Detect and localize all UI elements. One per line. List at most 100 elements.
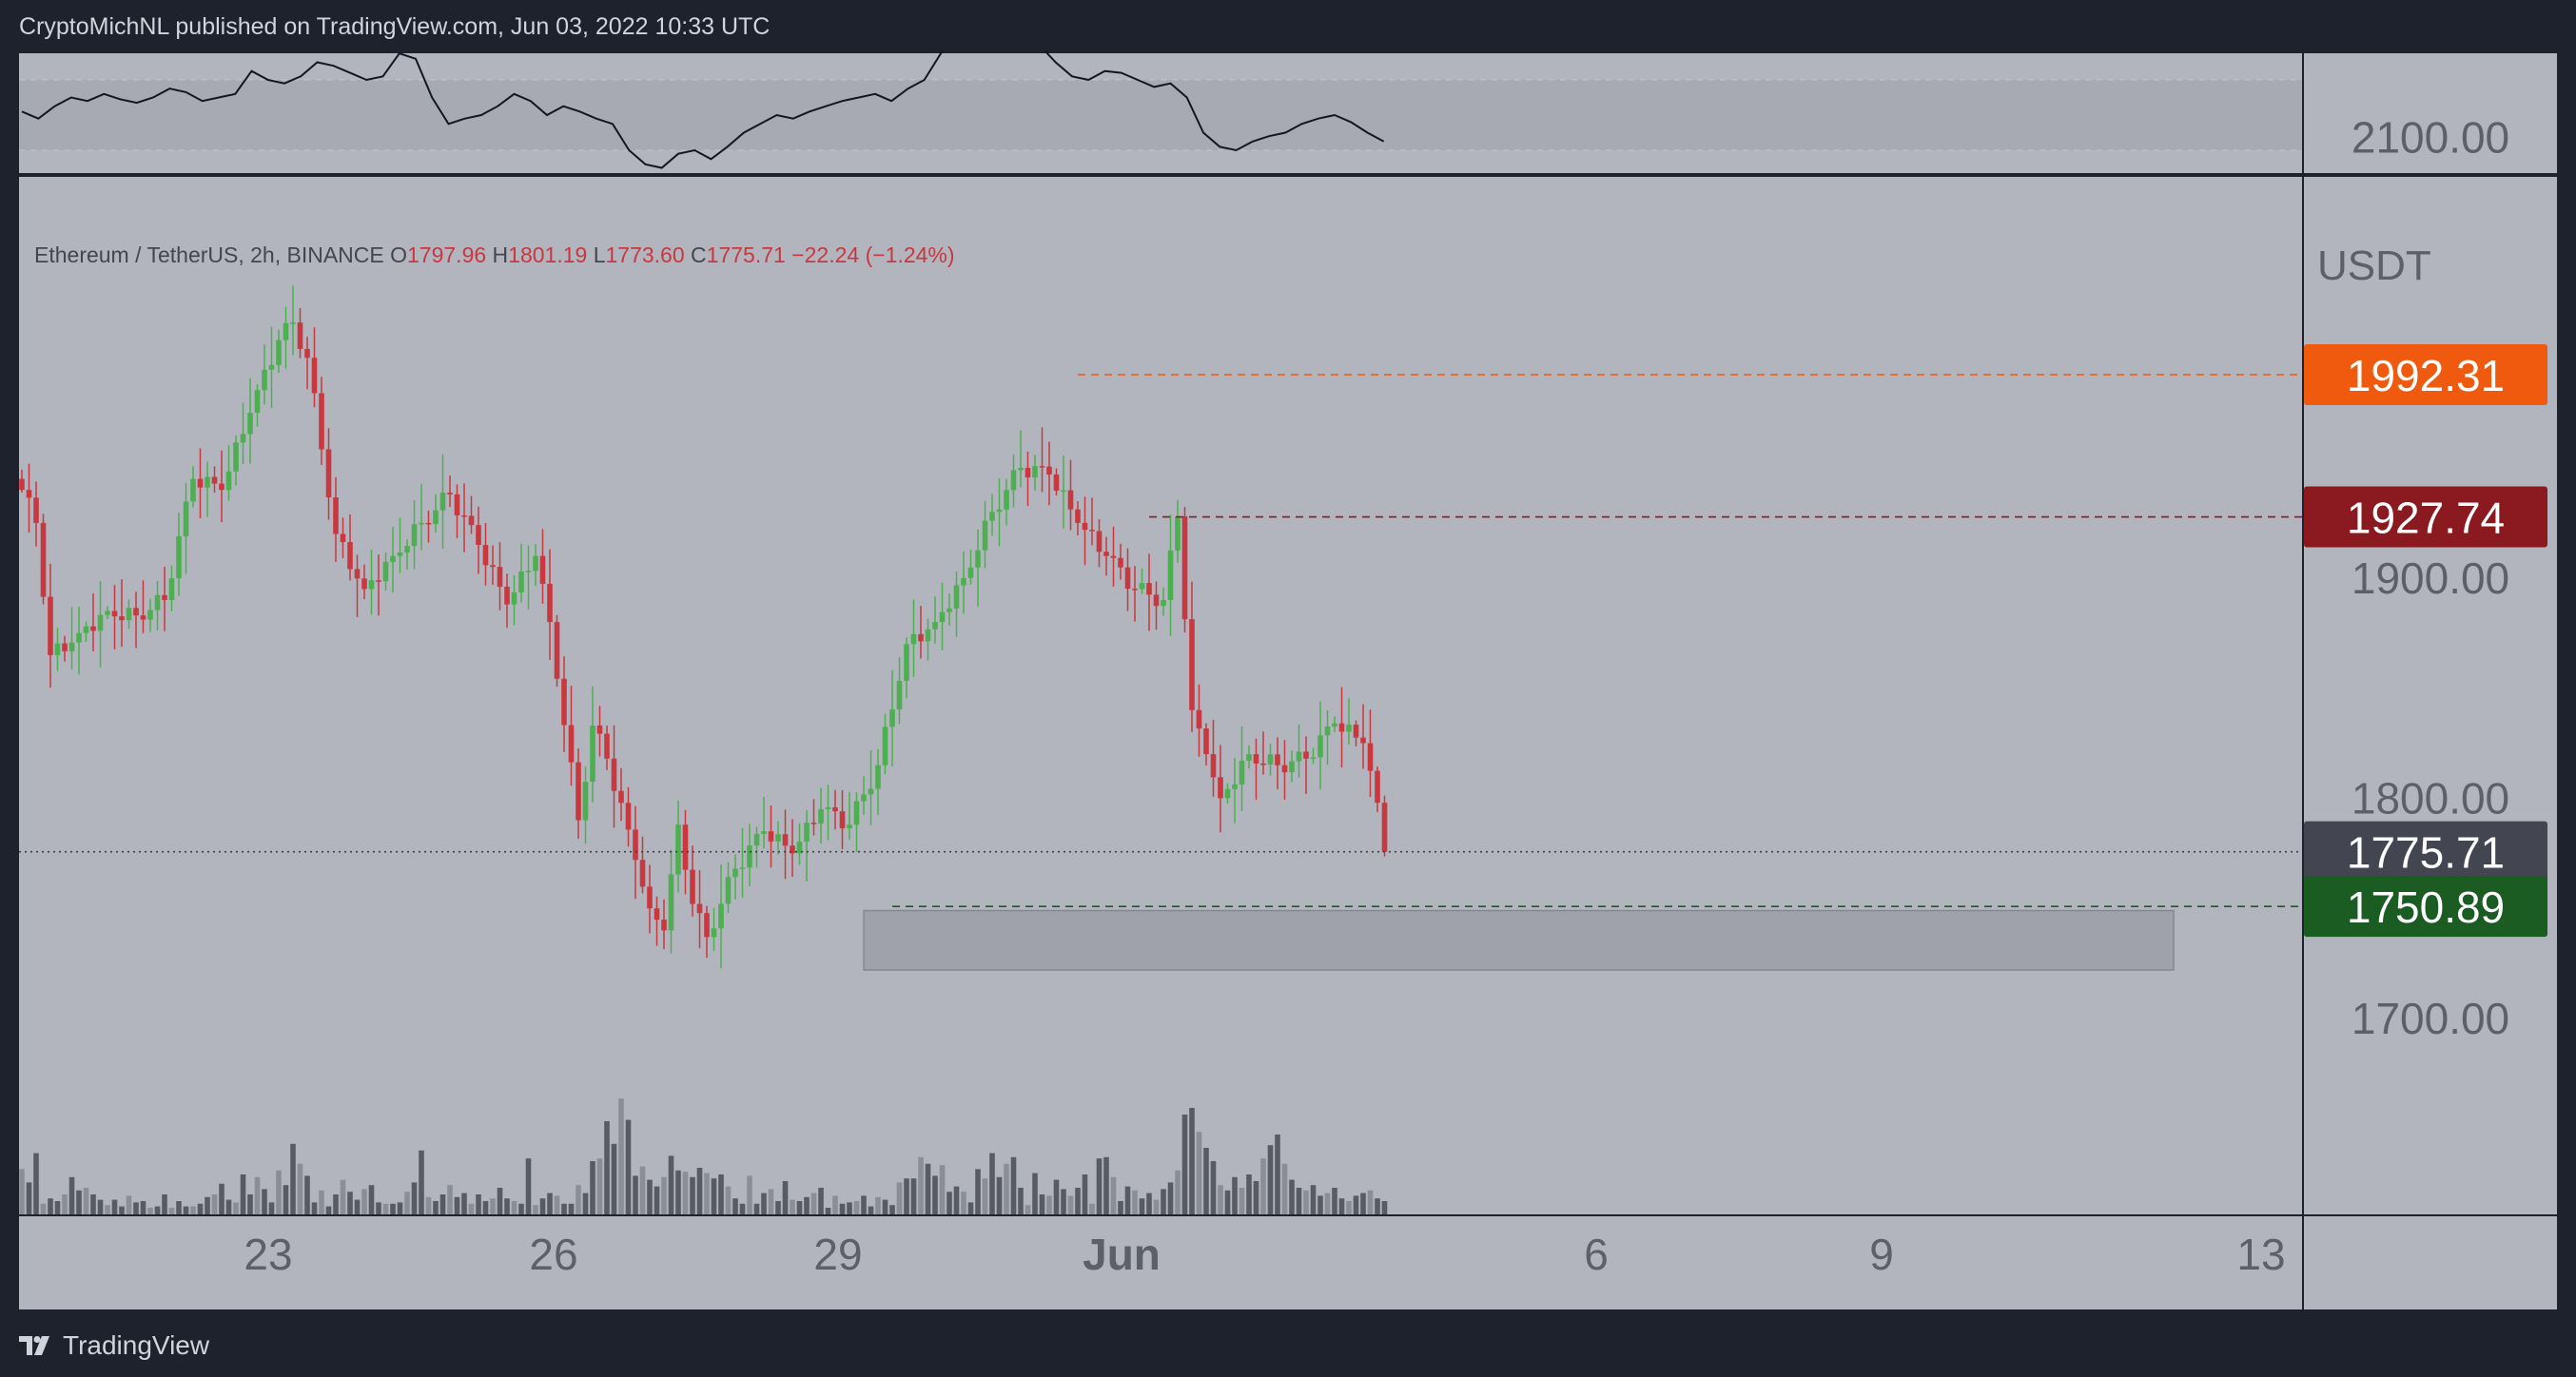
candle-body bbox=[946, 608, 952, 612]
candle-body bbox=[1118, 557, 1123, 568]
candle-body bbox=[439, 493, 446, 511]
volume-bar bbox=[982, 1178, 988, 1214]
legend: Ethereum / TetherUS, 2h, BINANCE O1797.9… bbox=[34, 242, 955, 267]
volume-bar bbox=[825, 1208, 831, 1214]
candle-body bbox=[910, 633, 917, 645]
volume-bar bbox=[604, 1121, 610, 1214]
volume-bar bbox=[1303, 1190, 1309, 1214]
candle-body bbox=[419, 522, 424, 525]
volume-bar bbox=[1218, 1185, 1223, 1214]
candle-body bbox=[882, 727, 888, 766]
volume-bar bbox=[105, 1205, 110, 1214]
candle-body bbox=[682, 824, 689, 870]
candle-body bbox=[1281, 765, 1288, 773]
candle-body bbox=[853, 801, 860, 825]
candle-body bbox=[211, 476, 218, 484]
candle-body bbox=[247, 413, 253, 435]
volume-bar bbox=[711, 1178, 717, 1214]
footer: TradingView bbox=[0, 1311, 2576, 1377]
candle-body bbox=[54, 643, 61, 655]
price-label-box bbox=[2304, 344, 2547, 406]
candle-body bbox=[718, 903, 724, 929]
candle-body bbox=[1039, 466, 1045, 468]
candle-body bbox=[753, 833, 760, 846]
volume-bar bbox=[875, 1196, 881, 1214]
volume-bar bbox=[568, 1203, 575, 1214]
candle-body bbox=[482, 545, 489, 566]
candle-body bbox=[262, 369, 267, 391]
volume-bar bbox=[989, 1153, 995, 1214]
candle-body bbox=[975, 550, 981, 568]
candle-body bbox=[1196, 709, 1202, 729]
candle-body bbox=[1004, 490, 1009, 510]
volume-bar bbox=[411, 1182, 418, 1214]
volume-bar bbox=[62, 1194, 68, 1214]
candle-body bbox=[568, 725, 575, 763]
candle-body bbox=[996, 509, 1003, 513]
candle-body bbox=[675, 824, 681, 875]
candle-body bbox=[97, 614, 104, 631]
candle-body bbox=[311, 358, 318, 394]
y-tick-label: 1800.00 bbox=[2352, 773, 2509, 823]
candle-body bbox=[1132, 589, 1138, 591]
candle-body bbox=[639, 860, 646, 887]
volume-bar bbox=[1167, 1182, 1174, 1214]
volume-bar bbox=[433, 1201, 439, 1214]
volume-bar bbox=[425, 1196, 432, 1214]
volume-bar bbox=[839, 1203, 846, 1214]
candle-body bbox=[447, 493, 453, 495]
volume-bar bbox=[461, 1193, 467, 1214]
candle-body bbox=[761, 831, 767, 834]
price-chart[interactable]: 2100.00 1900.00 1800.00 1700.00 USDT 1992.31 1… bbox=[0, 51, 2576, 1311]
volume-bar bbox=[946, 1192, 952, 1214]
volume-bar bbox=[219, 1183, 224, 1214]
volume-bars bbox=[19, 1098, 1388, 1214]
volume-bar bbox=[1310, 1185, 1317, 1214]
volume-bar bbox=[1239, 1188, 1245, 1214]
candle-body bbox=[268, 364, 275, 370]
volume-bar bbox=[1039, 1194, 1045, 1214]
volume-bar bbox=[1103, 1156, 1109, 1214]
volume-bar bbox=[554, 1195, 560, 1214]
volume-bar bbox=[476, 1194, 481, 1214]
y-tick-label: 1900.00 bbox=[2352, 553, 2509, 603]
volume-bar bbox=[290, 1143, 296, 1214]
volume-bar bbox=[490, 1198, 496, 1214]
y-tick-label: 1700.00 bbox=[2352, 994, 2509, 1043]
candle-body bbox=[382, 561, 389, 582]
volume-bar bbox=[1275, 1135, 1280, 1214]
x-tick-label: 23 bbox=[244, 1230, 292, 1279]
volume-bar bbox=[197, 1203, 204, 1214]
candle-body bbox=[1025, 468, 1031, 478]
candle-body bbox=[233, 442, 239, 472]
candle-body bbox=[633, 829, 638, 861]
candle-body bbox=[782, 834, 789, 846]
volume-bar bbox=[654, 1186, 660, 1214]
candle-body bbox=[604, 733, 610, 759]
candle-body bbox=[932, 622, 938, 630]
candle-body bbox=[425, 522, 432, 525]
candle-body bbox=[1175, 515, 1181, 551]
volume-bar bbox=[340, 1179, 346, 1214]
volume-bar bbox=[382, 1203, 389, 1214]
volume-bar bbox=[1004, 1163, 1009, 1214]
tradingview-logo[interactable]: TradingView bbox=[19, 1330, 209, 1361]
volume-bar bbox=[1346, 1201, 1352, 1214]
volume-bar bbox=[1353, 1195, 1359, 1214]
volume-bar bbox=[90, 1194, 96, 1214]
candle-body bbox=[1324, 726, 1331, 736]
candle-body bbox=[582, 782, 589, 821]
candle-body bbox=[48, 596, 53, 655]
candle-body bbox=[561, 678, 567, 726]
legend-part: L bbox=[594, 242, 606, 267]
volume-bar bbox=[625, 1119, 632, 1214]
volume-bar bbox=[1118, 1201, 1123, 1214]
volume-bar bbox=[853, 1201, 860, 1214]
volume-bar bbox=[818, 1188, 824, 1214]
candle-body bbox=[411, 524, 418, 547]
candle-body bbox=[1346, 725, 1352, 732]
candle-body bbox=[276, 339, 282, 365]
volume-bar bbox=[1381, 1201, 1388, 1214]
volume-bar bbox=[147, 1208, 153, 1214]
volume-bar bbox=[368, 1185, 375, 1214]
